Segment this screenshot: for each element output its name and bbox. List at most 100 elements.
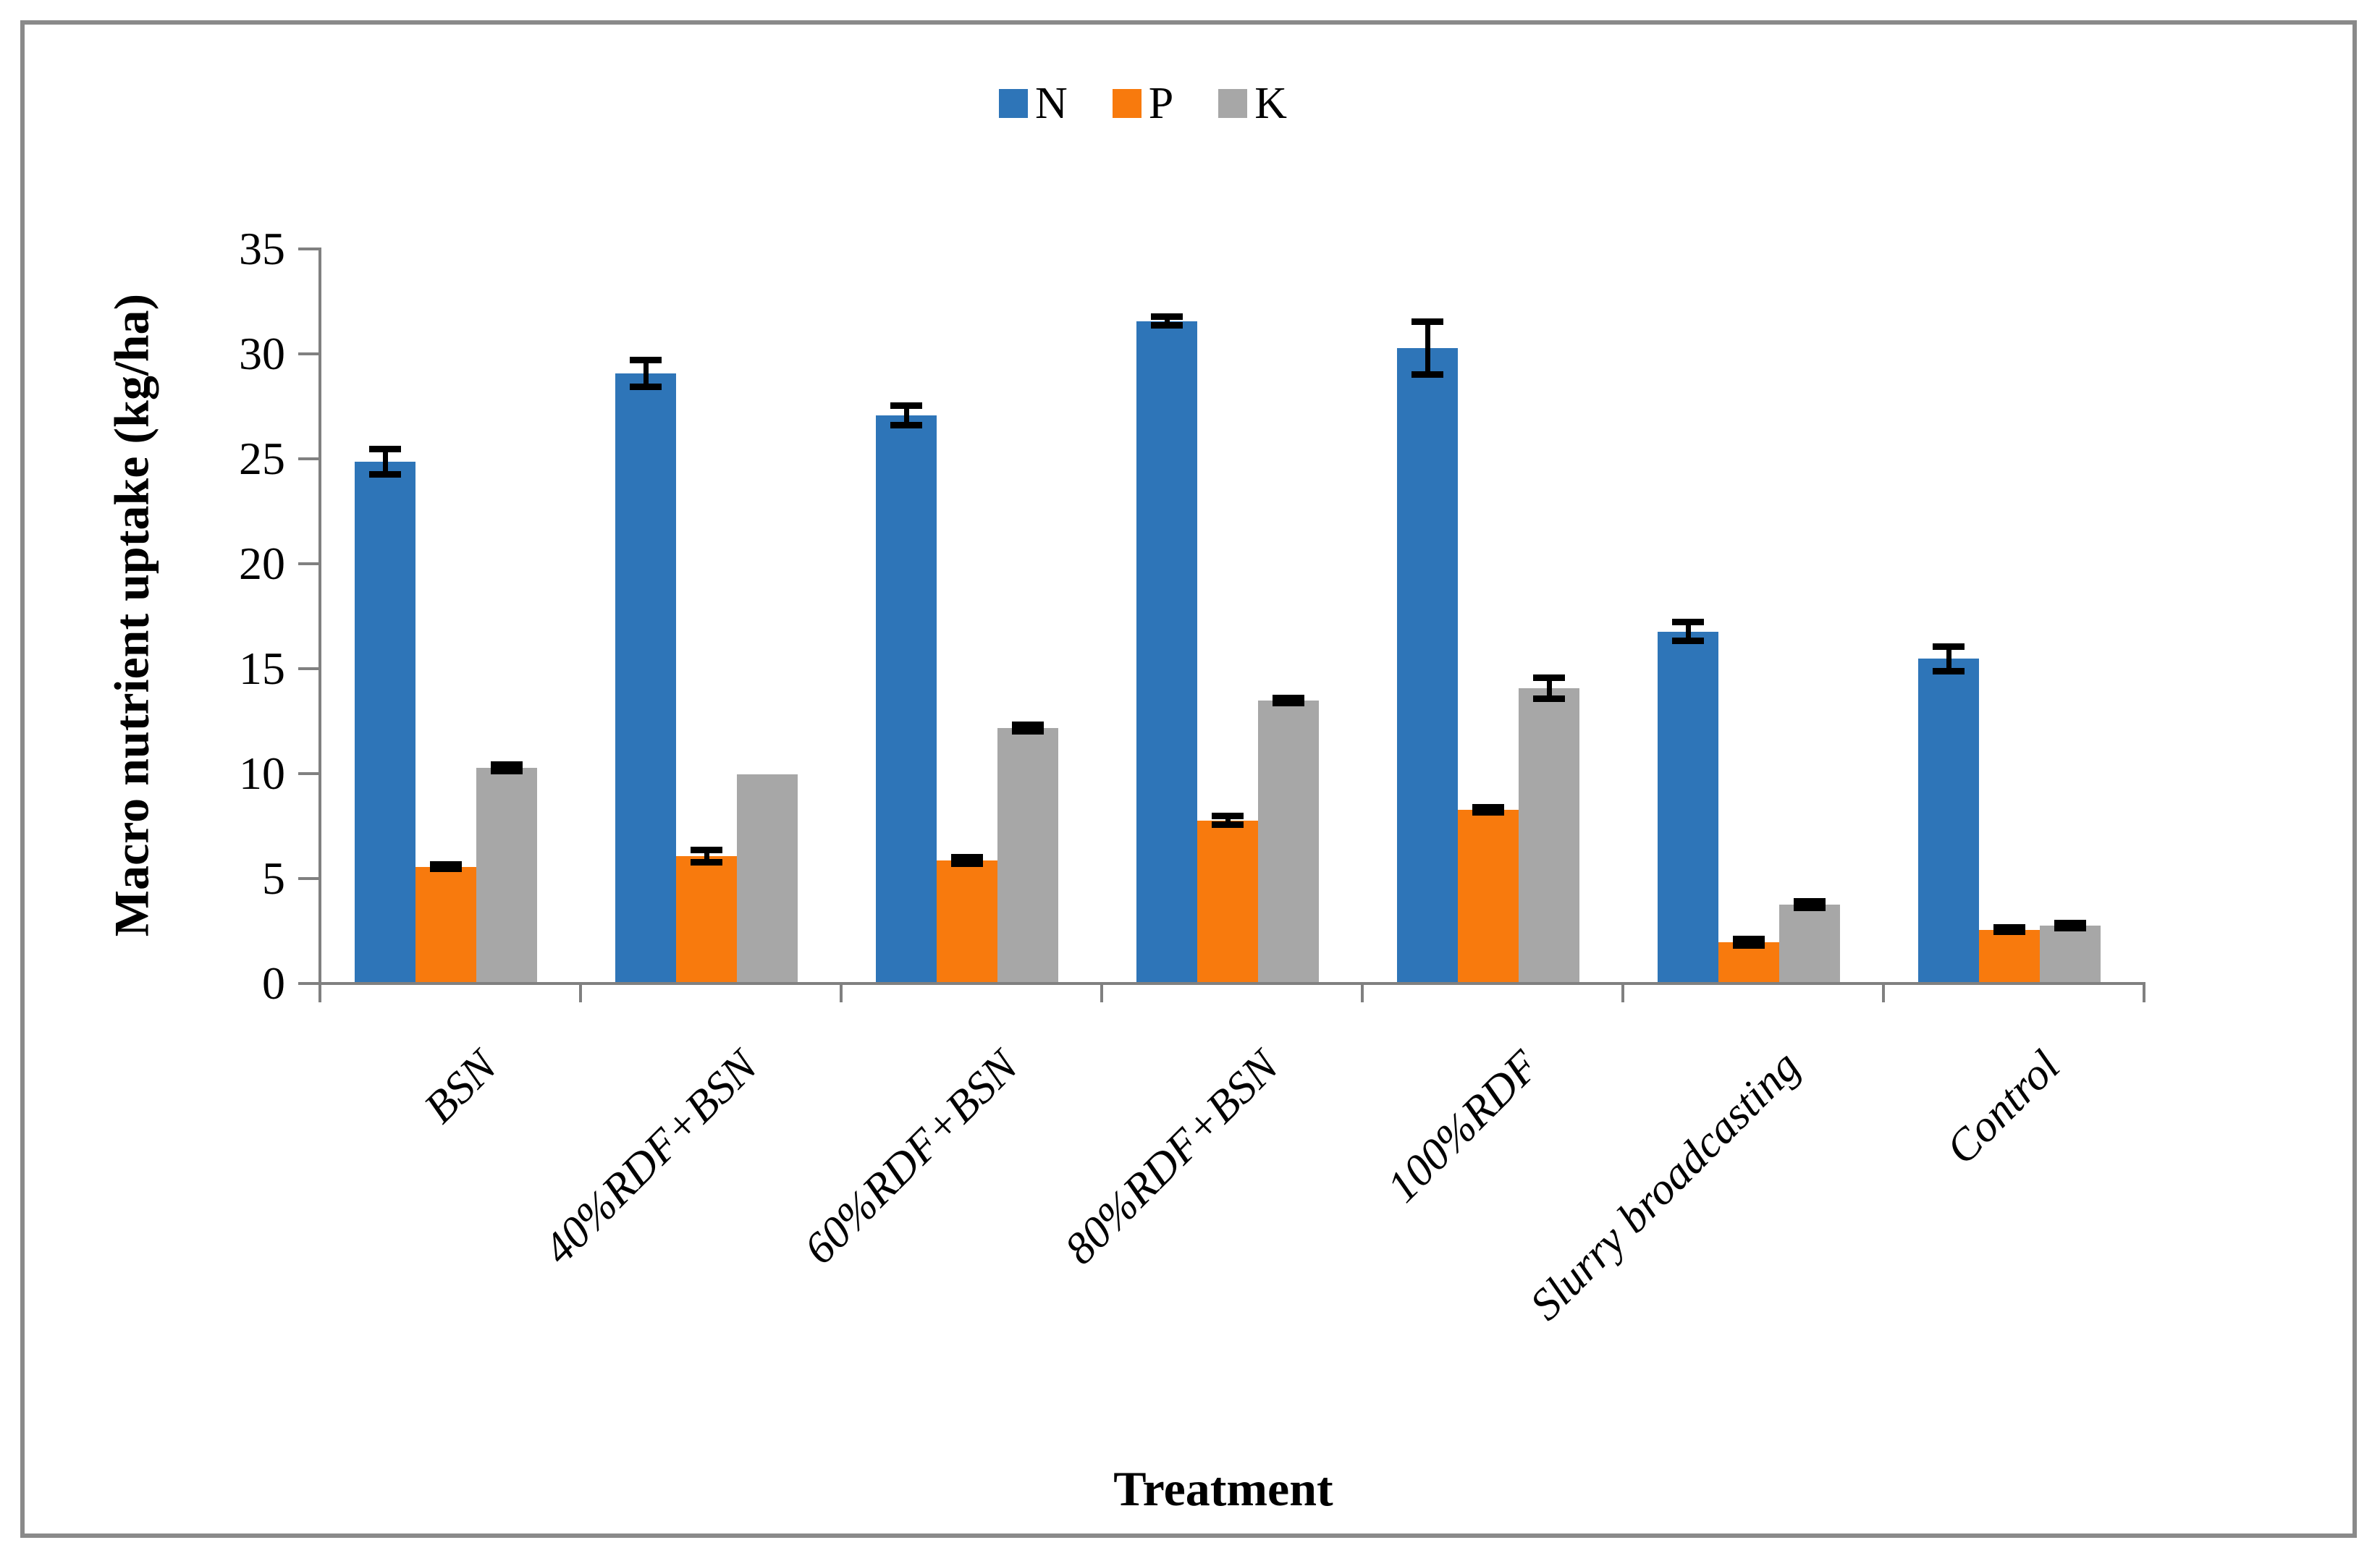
- error-bar-cap: [691, 846, 722, 853]
- error-bar-line: [1946, 646, 1951, 672]
- bar-k-6: [2040, 925, 2101, 982]
- error-bar-cap: [1933, 668, 1965, 675]
- error-bar-line: [382, 449, 388, 475]
- error-bar-line: [1225, 816, 1231, 825]
- bar-p-6: [1979, 929, 2040, 982]
- bar-p-4: [1458, 810, 1519, 982]
- error-bar-cap: [369, 445, 401, 452]
- error-bar-cap: [890, 402, 922, 410]
- error-bar-cap: [1993, 923, 2025, 931]
- bar-p-0: [415, 866, 476, 982]
- bar-n-6: [1918, 659, 1979, 982]
- error-bar-cap: [630, 356, 662, 363]
- x-tick: [1882, 982, 1885, 1002]
- bar-k-2: [997, 728, 1058, 982]
- x-tick: [840, 982, 843, 1002]
- error-bar-cap: [1672, 638, 1704, 645]
- error-bar-cap: [1672, 619, 1704, 626]
- error-bar-cap: [1151, 313, 1183, 321]
- error-bar-line: [1685, 622, 1691, 641]
- y-tick-label: 30: [239, 328, 285, 379]
- bar-k-5: [1779, 904, 1840, 982]
- bar-n-0: [355, 461, 415, 982]
- bar-p-3: [1197, 820, 1258, 982]
- error-bar-cap: [430, 866, 462, 873]
- bar-k-1: [737, 774, 798, 982]
- x-tick: [579, 982, 582, 1002]
- figure-border: [20, 20, 2357, 1538]
- x-axis-line: [318, 982, 2143, 985]
- y-tick-label: 15: [239, 643, 285, 694]
- y-axis-line: [318, 248, 321, 985]
- bar-k-3: [1258, 701, 1319, 982]
- error-bar-cap: [2054, 924, 2086, 931]
- error-bar-cap: [1733, 936, 1765, 943]
- legend-label: P: [1148, 79, 1174, 128]
- error-bar-cap: [1533, 695, 1565, 702]
- bar-p-1: [676, 856, 737, 982]
- x-axis-title: Treatment: [1113, 1461, 1333, 1516]
- error-bar-cap: [2054, 919, 2086, 926]
- error-bar-cap: [1794, 897, 1826, 905]
- y-tick-label: 35: [239, 223, 285, 274]
- legend-swatch-p: [1112, 89, 1142, 118]
- y-tick-label: 10: [239, 748, 285, 799]
- legend-label: N: [1035, 79, 1068, 128]
- error-bar-cap: [1012, 727, 1044, 735]
- bar-n-2: [876, 415, 937, 982]
- error-bar-cap: [1411, 371, 1443, 378]
- error-bar-cap: [1472, 809, 1504, 816]
- error-bar-cap: [1212, 821, 1244, 828]
- bar-p-5: [1718, 942, 1779, 982]
- y-tick-label: 25: [239, 433, 285, 484]
- error-bar-cap: [1733, 942, 1765, 949]
- y-tick: [298, 772, 318, 775]
- legend-item-n: N: [999, 81, 1068, 126]
- error-bar-cap: [1794, 904, 1826, 911]
- y-tick: [298, 667, 318, 670]
- x-tick: [1361, 982, 1364, 1002]
- x-tick: [1621, 982, 1624, 1002]
- y-axis-title: Macro nutrient uptake (kg/ha): [104, 293, 159, 937]
- y-tick-label: 0: [262, 957, 285, 1009]
- y-tick: [298, 352, 318, 355]
- error-bar-line: [1425, 321, 1430, 375]
- error-bar-cap: [1533, 674, 1565, 681]
- error-bar-cap: [630, 384, 662, 391]
- bar-k-4: [1519, 688, 1579, 982]
- error-bar-line: [643, 360, 649, 387]
- y-tick: [298, 982, 318, 985]
- legend-item-p: P: [1112, 79, 1174, 128]
- error-bar-cap: [1273, 700, 1304, 707]
- error-bar-cap: [691, 859, 722, 866]
- y-tick: [298, 877, 318, 880]
- y-tick: [298, 457, 318, 460]
- bar-k-0: [476, 768, 537, 982]
- error-bar-line: [903, 405, 909, 426]
- error-bar-cap: [1212, 813, 1244, 820]
- error-bar-cap: [951, 853, 983, 860]
- error-bar-cap: [1273, 695, 1304, 702]
- error-bar-cap: [491, 768, 523, 775]
- bar-n-3: [1136, 321, 1197, 982]
- bar-n-5: [1658, 631, 1718, 982]
- y-tick-label: 5: [262, 853, 285, 904]
- bar-n-1: [615, 373, 676, 982]
- error-bar-line: [704, 850, 709, 863]
- legend-item-k: K: [1218, 81, 1287, 126]
- error-bar-cap: [1993, 928, 2025, 936]
- x-tick: [1100, 982, 1103, 1002]
- bar-p-2: [937, 860, 997, 982]
- error-bar-cap: [369, 470, 401, 478]
- error-bar-cap: [1012, 722, 1044, 729]
- error-bar-cap: [951, 860, 983, 867]
- x-tick: [2143, 982, 2145, 1002]
- error-bar-cap: [1151, 321, 1183, 329]
- error-bar-line: [1164, 316, 1170, 326]
- legend-label: K: [1254, 79, 1288, 128]
- bar-n-4: [1397, 348, 1458, 982]
- legend-swatch-n: [999, 89, 1028, 118]
- y-tick: [298, 248, 318, 250]
- error-bar-cap: [1411, 318, 1443, 326]
